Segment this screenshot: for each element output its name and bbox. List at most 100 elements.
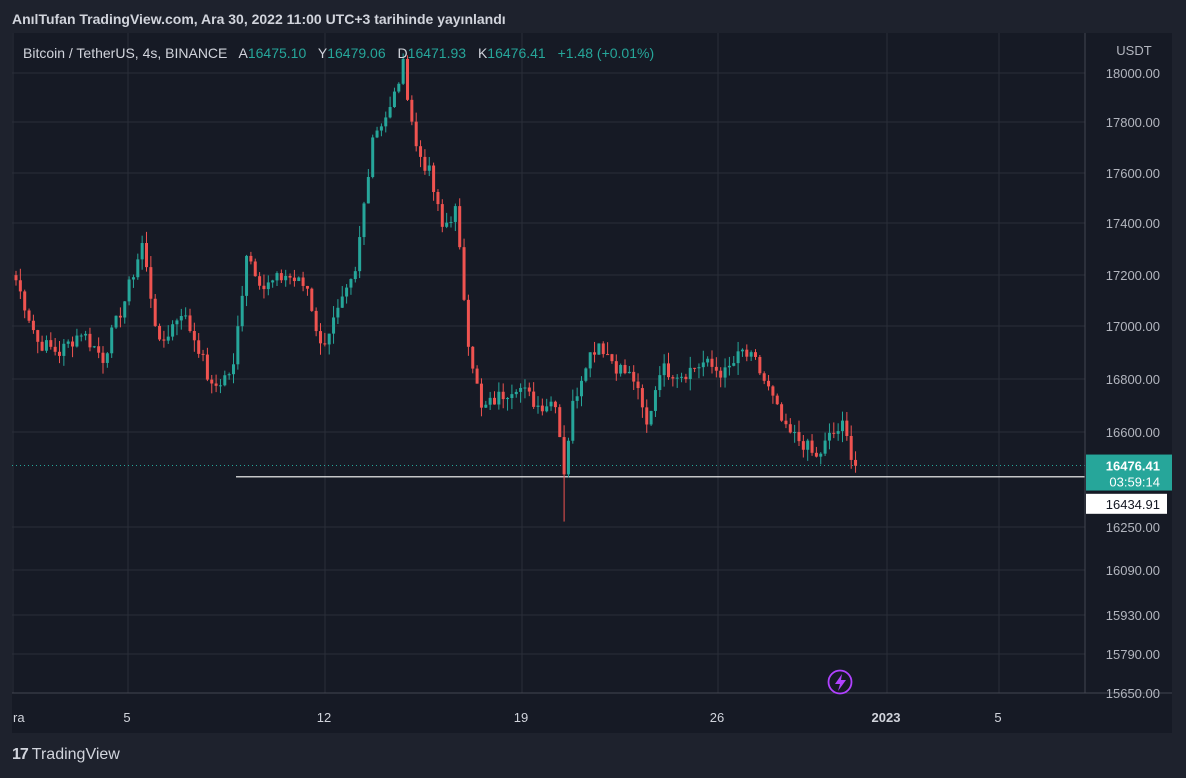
candle-body — [227, 374, 231, 376]
candle-body — [249, 255, 253, 262]
candle-body — [245, 255, 249, 296]
candle-body — [410, 99, 414, 122]
candle-body — [84, 333, 88, 336]
candle-body — [18, 280, 22, 292]
x-tick-label: 2023 — [872, 710, 901, 725]
candle-body — [62, 343, 66, 356]
candle-body — [158, 325, 162, 340]
candle-body — [540, 405, 544, 412]
candle-body — [123, 301, 127, 318]
candle-body — [788, 424, 792, 433]
candle-body — [606, 354, 610, 356]
candle-body — [27, 310, 31, 321]
x-tick-label: 19 — [514, 710, 528, 725]
candle-body — [118, 315, 122, 318]
candle-body — [49, 340, 53, 347]
candle-body — [462, 247, 466, 300]
y-tick-label: 17800.00 — [1106, 115, 1160, 130]
horizontal-line-label: 16434.91 — [1106, 497, 1160, 512]
candle-body — [149, 267, 153, 299]
candle-body — [192, 331, 196, 341]
candle-body — [114, 315, 118, 328]
candle-body — [614, 361, 618, 374]
candle-body — [623, 364, 627, 374]
candle-body — [814, 452, 818, 457]
candle-body — [710, 358, 714, 367]
chart-area[interactable]: 18000.00 17800.00 17600.00 17400.00 17200.00… — [12, 33, 1172, 733]
candle-body — [479, 383, 483, 408]
candle-body — [806, 440, 810, 450]
close-value: 16476.41 — [487, 45, 546, 61]
candle-body — [323, 343, 327, 345]
candle-body — [740, 349, 744, 352]
x-tick-label: 5 — [123, 710, 130, 725]
y-tick-label: 16800.00 — [1106, 372, 1160, 387]
candle-body — [706, 358, 710, 363]
x-tick-label: 26 — [710, 710, 724, 725]
candle-body — [397, 83, 401, 92]
candle-body — [79, 335, 83, 337]
publisher-line: AnılTufan TradingView.com, Ara 30, 2022 … — [12, 11, 506, 27]
candle-body — [719, 370, 723, 378]
price-chart[interactable]: 18000.00 17800.00 17600.00 17400.00 17200.00… — [12, 33, 1172, 733]
candle-body — [493, 397, 496, 405]
candle-body — [640, 388, 644, 408]
candle-body — [232, 364, 235, 375]
candle-body — [745, 349, 749, 357]
candle-body — [458, 206, 462, 248]
candle-body — [345, 287, 349, 297]
high-label: Y — [317, 45, 328, 61]
candle-body — [362, 203, 366, 238]
candle-body — [767, 380, 771, 387]
lightning-icon[interactable] — [827, 669, 853, 695]
y-tick-label: 15650.00 — [1106, 686, 1160, 701]
candle-body — [762, 373, 766, 381]
candle-body — [575, 396, 579, 401]
candle-body — [793, 432, 797, 434]
brand-footer[interactable]: 17 TradingView — [12, 746, 120, 764]
candle-body — [31, 320, 35, 331]
candle-body — [153, 298, 157, 326]
candle-body — [271, 280, 275, 283]
candle-body — [775, 395, 779, 405]
candle-body — [284, 275, 288, 281]
candle-body — [558, 407, 562, 438]
candle-body — [236, 326, 240, 365]
candle-body — [214, 383, 218, 386]
y-tick-label: 15930.00 — [1106, 608, 1160, 623]
candle-body — [497, 391, 501, 405]
y-tick-label: 18000.00 — [1106, 66, 1160, 81]
candle-body — [519, 387, 523, 392]
candle-body — [92, 346, 96, 348]
candle-body — [266, 282, 270, 290]
candle-body — [297, 277, 301, 282]
candle-body — [375, 130, 379, 138]
candle-body — [101, 352, 105, 363]
candle-body — [836, 431, 840, 434]
candle-body — [188, 315, 192, 332]
x-tick-label: 5 — [994, 710, 1001, 725]
candle-body — [392, 91, 396, 108]
candle-body — [488, 397, 492, 405]
candle-body — [732, 363, 736, 366]
candle-body — [658, 375, 662, 391]
candle-body — [66, 341, 70, 344]
candle-body — [253, 261, 257, 277]
price-axis: 18000.00 17800.00 17600.00 17400.00 17200.00… — [12, 33, 1172, 701]
candle-body — [584, 368, 588, 381]
candle-body — [406, 58, 409, 100]
candle-body — [527, 387, 531, 392]
low-label: D — [397, 45, 408, 61]
candle-body — [292, 277, 296, 282]
candle-body — [131, 277, 135, 280]
candle-body — [588, 352, 592, 369]
candle-body — [145, 243, 148, 268]
candle-body — [662, 363, 666, 376]
candle-body — [349, 279, 353, 288]
high-value: 16479.06 — [327, 45, 386, 61]
candle-body — [697, 367, 701, 369]
candle-body — [353, 271, 357, 280]
open-value: 16475.10 — [247, 45, 307, 61]
candle-body — [571, 400, 575, 441]
candle-body — [388, 107, 392, 118]
